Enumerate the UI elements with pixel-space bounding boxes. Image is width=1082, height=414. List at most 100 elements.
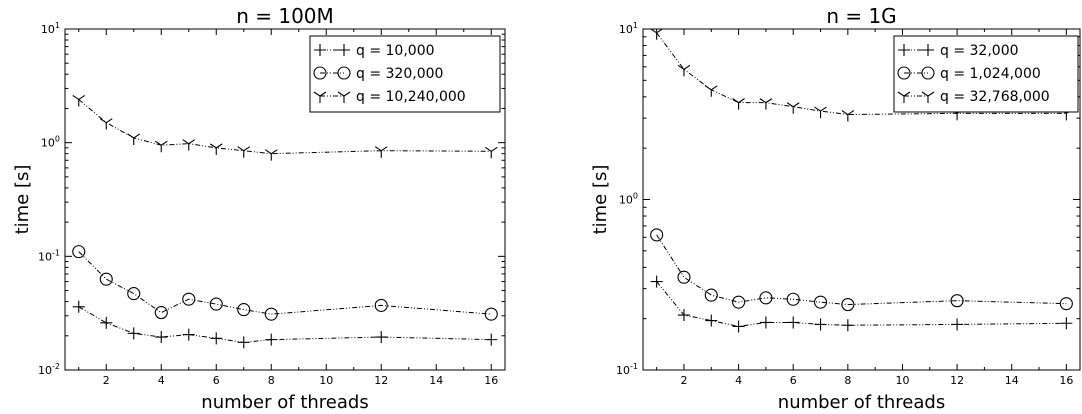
data-point: [704, 85, 718, 97]
series-line: [78, 306, 492, 343]
x-axis-label: number of threads: [201, 392, 368, 413]
x-tick-label: 10: [319, 374, 333, 387]
x-tick-label: 10: [895, 374, 909, 387]
data-point: [705, 314, 718, 327]
data-point: [237, 146, 251, 158]
data-point: [99, 272, 113, 286]
data-point: [375, 331, 388, 344]
data-point: [1060, 317, 1073, 330]
y-tick-label: 100: [619, 192, 638, 207]
y-axis-label: time [s]: [590, 165, 611, 235]
legend-entry: q = 32,000: [898, 43, 1019, 59]
x-tick-label: 8: [844, 374, 851, 387]
data-point: [759, 316, 772, 329]
chart-panel-2: 2 4 6 8 10 12 14 16 10-1 100 101 n = 1G number of th…: [590, 4, 1081, 413]
data-point: [677, 270, 691, 284]
x-tick-label: 6: [790, 374, 797, 387]
plot-area: [64, 28, 506, 371]
x-tick-label: 2: [680, 374, 687, 387]
data-point: [209, 143, 223, 155]
data-point: [237, 303, 251, 317]
series-line: [656, 281, 1067, 327]
y-tick-label: 10-2: [38, 362, 60, 377]
legend-marker: [921, 91, 935, 103]
x-tick-label: 12: [374, 374, 388, 387]
data-point: [264, 307, 278, 321]
x-tick-label: 14: [1005, 374, 1019, 387]
legend-box: [893, 35, 1079, 113]
data-point: [374, 298, 388, 312]
legend-label: q = 10,000: [356, 43, 435, 59]
data-point: [100, 316, 113, 329]
chart-title: n = 1G: [826, 4, 896, 28]
x-tick-label: 16: [484, 374, 498, 387]
data-point: [154, 140, 168, 153]
data-point: [732, 295, 746, 309]
legend-entry: q = 32,768,000: [897, 89, 1050, 105]
data-point: [484, 146, 498, 159]
legend-marker: [922, 44, 934, 56]
data-point: [650, 28, 663, 40]
legend-label: q = 32,000: [940, 43, 1019, 59]
x-tick-label: 12: [950, 374, 964, 387]
y-tick-label: 101: [619, 21, 638, 36]
data-point: [759, 98, 773, 110]
data-point: [951, 318, 964, 331]
legend-marker: [337, 66, 351, 80]
data-point: [127, 287, 141, 301]
data-point: [650, 275, 663, 288]
data-point: [841, 298, 855, 312]
series-line: [78, 251, 492, 315]
legend-label: q = 1,024,000: [940, 66, 1041, 82]
data-point: [127, 327, 140, 340]
y-tick-label: 101: [41, 21, 60, 36]
legend: q = 32,000 q = 1,024,000 q = 32,768,000: [893, 35, 1079, 113]
data-point: [209, 297, 223, 311]
data-point: [237, 336, 250, 349]
series-2: [650, 228, 1073, 312]
data-point: [786, 102, 800, 114]
data-point: [841, 110, 855, 122]
data-point: [732, 320, 745, 333]
y-tick-label: 100: [41, 135, 60, 150]
data-point: [154, 306, 168, 320]
data-point: [99, 118, 113, 130]
data-point: [841, 319, 854, 332]
x-axis-label: number of threads: [778, 392, 945, 413]
data-point: [72, 245, 86, 259]
series-1: [650, 275, 1073, 333]
legend-label: q = 320,000: [356, 66, 443, 82]
data-point: [787, 316, 800, 329]
legend: q = 10,000 q = 320,000 q = 10,240,000: [309, 35, 501, 113]
x-tick-label: 2: [103, 374, 110, 387]
data-point: [813, 295, 828, 309]
data-point: [677, 64, 691, 77]
legend-entry: q = 1,024,000: [897, 66, 1041, 82]
series-3: [72, 94, 498, 161]
legend-entry: q = 10,240,000: [313, 89, 466, 105]
x-tick-label: 6: [213, 374, 220, 387]
x-tick-label: 16: [1059, 374, 1073, 387]
data-point: [677, 309, 690, 322]
legend-entry: q = 10,000: [314, 43, 435, 59]
data-point: [264, 149, 278, 161]
data-point: [210, 332, 223, 345]
legend-marker: [337, 91, 351, 103]
x-tick-label: 8: [268, 374, 275, 387]
legend-marker: [897, 66, 911, 80]
data-point: [759, 291, 773, 305]
data-point: [1059, 297, 1073, 311]
legend-box: [309, 35, 501, 113]
data-point: [155, 331, 168, 344]
series-line: [78, 99, 492, 155]
legend-marker: [314, 44, 326, 56]
data-point: [182, 328, 195, 341]
data-point: [72, 300, 85, 313]
chart-title: n = 100M: [236, 4, 334, 28]
data-point: [650, 228, 664, 242]
series-line: [656, 234, 1067, 306]
data-point: [704, 288, 718, 302]
x-tick-label: 4: [158, 374, 165, 387]
legend-marker: [313, 66, 327, 80]
